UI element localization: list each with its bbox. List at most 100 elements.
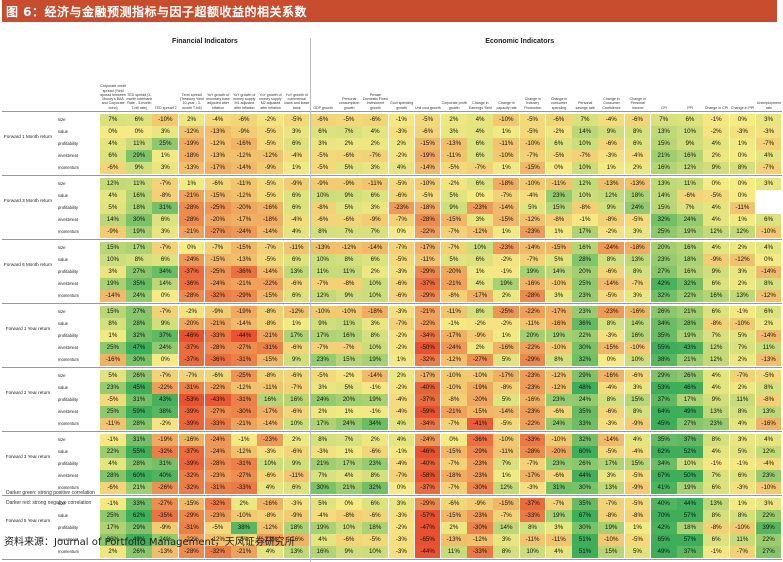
heatmap-cell: 8% [362, 470, 389, 482]
heatmap-cell: 8% [100, 318, 126, 330]
column-header: Change in consumer spending [550, 97, 568, 110]
factor-label: size [58, 245, 66, 250]
heatmap-cell: -14% [231, 162, 257, 174]
heatmap-cell: 40% [152, 470, 179, 482]
heatmap-cell: 4% [362, 126, 389, 138]
heatmap-cell: -6% [309, 114, 336, 126]
heatmap-cell: -14% [414, 162, 441, 174]
heatmap-cell: -14% [493, 202, 520, 214]
heatmap-cell: -24% [178, 254, 205, 266]
heatmap-cell: 51% [572, 546, 598, 558]
heatmap-cell: -8% [598, 214, 625, 226]
heatmap-cell: 10% [283, 418, 310, 430]
heatmap-cell: -30% [467, 482, 493, 494]
heatmap-cell: 11% [729, 534, 756, 546]
factor-label: investment [58, 217, 79, 222]
heatmap-cell: -7% [755, 162, 782, 174]
heatmap-cell: 9% [283, 458, 310, 470]
heatmap-cell: 31% [126, 434, 152, 446]
heatmap-cell: -11% [493, 138, 520, 150]
heatmap-cell: -23% [519, 382, 546, 394]
heatmap-cell: 12% [703, 226, 730, 238]
heatmap-cell: -1% [703, 458, 730, 470]
heatmap-cell: 10% [624, 354, 651, 366]
heatmap-cell: -1% [729, 458, 756, 470]
heatmap-cell: 4% [100, 458, 126, 470]
heatmap-cell: 6% [703, 534, 730, 546]
heatmap-cell: -2% [493, 318, 520, 330]
heatmap-cell: 70% [650, 510, 677, 522]
heatmap-cell: -3% [729, 126, 756, 138]
heatmap-cell: -5% [624, 470, 651, 482]
heatmap-cell: 35% [650, 434, 677, 446]
heatmap-cell: 8% [703, 510, 730, 522]
heatmap-cell: 4% [703, 370, 730, 382]
heatmap-cell: -14% [598, 278, 625, 290]
heatmap-cell: 3% [362, 318, 389, 330]
heatmap-cell: -17% [545, 306, 572, 318]
heatmap-cell: -2% [336, 370, 362, 382]
heatmap-cell: -5% [598, 290, 625, 302]
heatmap-cell: -7% [545, 498, 572, 510]
heatmap-cell: 1% [624, 522, 651, 534]
heatmap-cell: -9% [283, 510, 310, 522]
factor-label: value [58, 193, 69, 198]
heatmap-cell: 6% [362, 190, 389, 202]
column-header: Change in Industry Production [524, 97, 542, 110]
heatmap-cell: -8% [441, 290, 467, 302]
heatmap-cell: 11% [441, 546, 467, 558]
heatmap-cell: 37% [152, 330, 179, 342]
factor-label: size [58, 117, 66, 122]
heatmap-cell: -59% [414, 406, 441, 418]
heatmap-cell: 0% [152, 290, 179, 302]
correlation-heatmap-table: Financial Indicators Economic Indicators C… [2, 38, 782, 562]
heatmap-cell: -5% [257, 178, 284, 190]
heatmap-cell: 15% [336, 354, 362, 366]
heatmap-cell: 21% [309, 458, 336, 470]
heatmap-cell: -10% [309, 306, 336, 318]
heatmap-cell: -6% [100, 162, 126, 174]
heatmap-cell: -21% [204, 318, 231, 330]
heatmap-cell: -20% [441, 266, 467, 278]
column-header: Change in Consumer Confidence [602, 97, 621, 110]
factor-label: investment [58, 281, 79, 286]
factor-label: size [58, 373, 66, 378]
heatmap-cell: -9% [283, 178, 310, 190]
heatmap-cell: 2% [467, 342, 493, 354]
heatmap-cell: -20% [467, 394, 493, 406]
heatmap-cell: 25% [152, 138, 179, 150]
heatmap-cell: 8% [624, 266, 651, 278]
factor-label: momentum [58, 293, 79, 298]
heatmap-cell: -12% [467, 534, 493, 546]
heatmap-cell: 28% [572, 254, 598, 266]
heatmap-cell: 1% [283, 318, 310, 330]
heatmap-cell: -22% [178, 534, 205, 546]
heatmap-cell: -6% [283, 278, 310, 290]
heatmap-cell: 3% [545, 290, 572, 302]
column-header: Unemployment rate [756, 101, 781, 110]
heatmap-cell: -15% [519, 162, 546, 174]
heatmap-cell: 11% [126, 178, 152, 190]
heatmap-cell: -2% [441, 178, 467, 190]
block-divider [2, 431, 782, 432]
heatmap-cell: 16% [677, 150, 703, 162]
heatmap-cell: 4% [100, 190, 126, 202]
heatmap-cell: 17% [309, 418, 336, 430]
heatmap-cell: 2% [388, 138, 415, 150]
heatmap-cell: -13% [231, 254, 257, 266]
heatmap-cell: -7% [519, 150, 546, 162]
heatmap-cell: -37% [414, 278, 441, 290]
heatmap-cell: 34% [152, 266, 179, 278]
heatmap-cell: -16% [545, 318, 572, 330]
heatmap-cell: -19% [231, 306, 257, 318]
heatmap-cell: -11% [231, 178, 257, 190]
heatmap-cell: 19% [677, 226, 703, 238]
heatmap-cell: 0% [152, 354, 179, 366]
heatmap-cell: 19% [493, 278, 520, 290]
heatmap-cell: 4% [257, 482, 284, 494]
heatmap-cell: 3% [755, 178, 782, 190]
heatmap-cell: 10% [362, 290, 389, 302]
heatmap-cell: 5% [336, 162, 362, 174]
heatmap-cell: 49% [650, 546, 677, 558]
column-header: Unit cost growth [414, 105, 441, 110]
